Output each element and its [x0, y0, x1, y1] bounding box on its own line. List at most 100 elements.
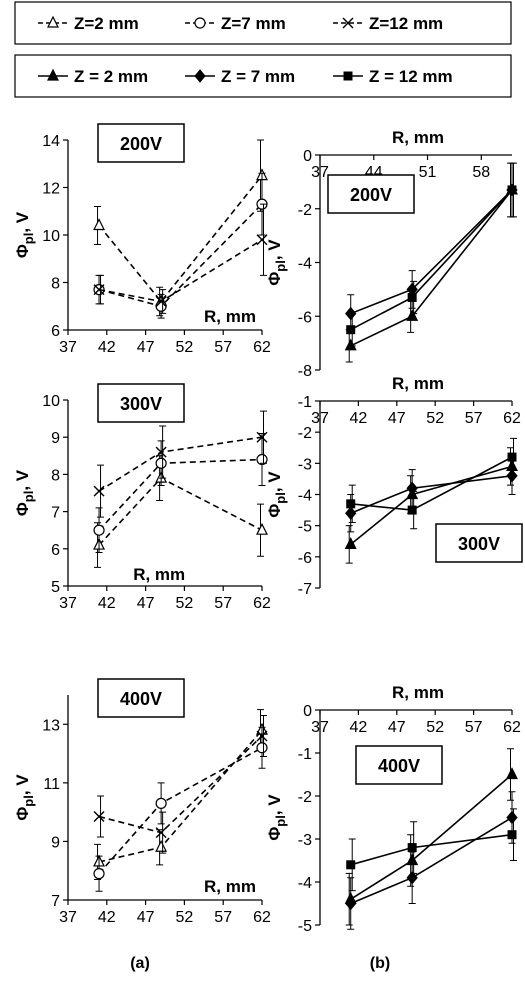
x-tick-label: 57: [465, 719, 483, 736]
error-bar: [159, 811, 167, 854]
legend-frame: [14, 54, 512, 98]
y-tick-label: -4: [298, 256, 312, 273]
error-bar: [97, 464, 105, 518]
voltage-label: 200V: [120, 134, 162, 154]
y-axis-title: Φpl, V: [265, 794, 288, 841]
y-tick-label: 7: [51, 893, 60, 910]
y-tick-label: 12: [42, 181, 60, 198]
x-tick-label: 62: [503, 719, 521, 736]
data-point: [256, 453, 268, 466]
error-bar: [159, 425, 167, 479]
data-point: [155, 797, 167, 809]
voltage-label: 400V: [378, 756, 420, 776]
error-bar: [97, 274, 105, 305]
y-tick-label: 7: [51, 505, 60, 522]
legend-marker-x-cross: [342, 17, 354, 29]
data-point: [506, 767, 518, 780]
series-line: [350, 456, 513, 511]
series-line: [98, 735, 263, 834]
data-point: [507, 830, 517, 840]
x-tick-label: 42: [98, 339, 116, 356]
x-axis-title: R, mm: [133, 565, 185, 584]
data-point: [256, 742, 268, 754]
error-bar: [260, 203, 267, 276]
x-tick-label: 42: [350, 410, 368, 427]
x-tick-label: 57: [214, 595, 232, 612]
y-tick-label: 8: [51, 467, 60, 484]
data-point: [407, 505, 417, 515]
voltage-label: 400V: [120, 689, 162, 709]
y-tick-label: 13: [42, 717, 60, 734]
x-tick-label: 37: [59, 595, 77, 612]
series-circle-open: [93, 432, 268, 554]
series-diamond-filled: [345, 456, 518, 533]
y-tick-label: -7: [298, 581, 312, 598]
series-line: [98, 175, 263, 303]
legend-label-3: Z=12 mm: [369, 14, 443, 33]
y-tick-label: -2: [298, 425, 312, 442]
data-point: [93, 218, 106, 231]
series-line: [98, 729, 263, 863]
data-point: [507, 452, 517, 462]
series-line: [98, 747, 263, 875]
data-point: [507, 185, 517, 195]
legend-1: Z=2 mm Z=7 mm Z=12 mm: [14, 1, 512, 45]
x-axis-title: R, mm: [392, 683, 444, 702]
y-tick-label: -8: [298, 363, 312, 380]
voltage-label-box: [327, 174, 415, 214]
x-tick-label: 37: [311, 410, 329, 427]
x-tick-label: 62: [253, 339, 271, 356]
y-tick-label: 6: [51, 323, 60, 340]
x-tick-label: 42: [350, 719, 368, 736]
y-tick-label: -6: [298, 550, 312, 567]
x-tick-label: 52: [426, 410, 444, 427]
x-tick-label: 47: [137, 339, 155, 356]
legend-label-3: Z = 12 mm: [369, 67, 453, 86]
y-axis-title: Φpl, V: [13, 774, 36, 821]
x-axis-title: R, mm: [392, 374, 444, 393]
data-point: [256, 234, 268, 246]
y-tick-label: 5: [51, 579, 60, 596]
series-triangle-open: [93, 455, 268, 568]
x-tick-label: 62: [503, 410, 521, 427]
data-point: [407, 843, 417, 853]
y-tick-label: -5: [298, 918, 312, 935]
x-tick-label: 37: [311, 719, 329, 736]
y-tick-label: -2: [298, 789, 312, 806]
data-point: [345, 506, 357, 520]
x-tick-label: 47: [388, 719, 406, 736]
voltage-label-box: [355, 745, 443, 785]
data-point: [155, 827, 167, 839]
panel-b-300: -1 -2 -3 -4 -5 -6 -7 37 42 47 52 57 62 R, mm Φpl, V 300…: [265, 374, 523, 598]
series-triangle-open: [93, 139, 268, 317]
data-point: [344, 537, 357, 549]
error-bar: [260, 715, 267, 757]
voltage-label-box: [435, 523, 523, 563]
series-square-filled: [346, 162, 517, 347]
data-point: [256, 431, 268, 443]
y-tick-label: 8: [51, 276, 60, 293]
x-tick-label: 47: [388, 410, 406, 427]
y-tick-label: 10: [42, 393, 60, 410]
data-point: [155, 300, 167, 312]
data-point: [256, 522, 268, 535]
series-line: [98, 477, 263, 546]
x-tick-label: 47: [137, 595, 155, 612]
series-x-cross: [93, 410, 268, 518]
error-bar: [97, 795, 105, 838]
series-line: [350, 773, 513, 900]
y-tick-label: -1: [298, 746, 312, 763]
panel-a-300: 5 6 7 8 9 10 37 42 47 52 57 62 R, mm Φpl, V 300V: [13, 383, 271, 612]
x-tick-label: 57: [465, 410, 483, 427]
caption-a: (a): [130, 955, 150, 972]
y-tick-label: -3: [298, 832, 312, 849]
x-tick-label: 58: [472, 164, 490, 181]
voltage-label: 300V: [458, 534, 500, 554]
data-point: [346, 499, 356, 509]
y-tick-label: 0: [303, 703, 312, 720]
voltage-label: 200V: [350, 185, 392, 205]
series-square-filled: [346, 437, 517, 530]
